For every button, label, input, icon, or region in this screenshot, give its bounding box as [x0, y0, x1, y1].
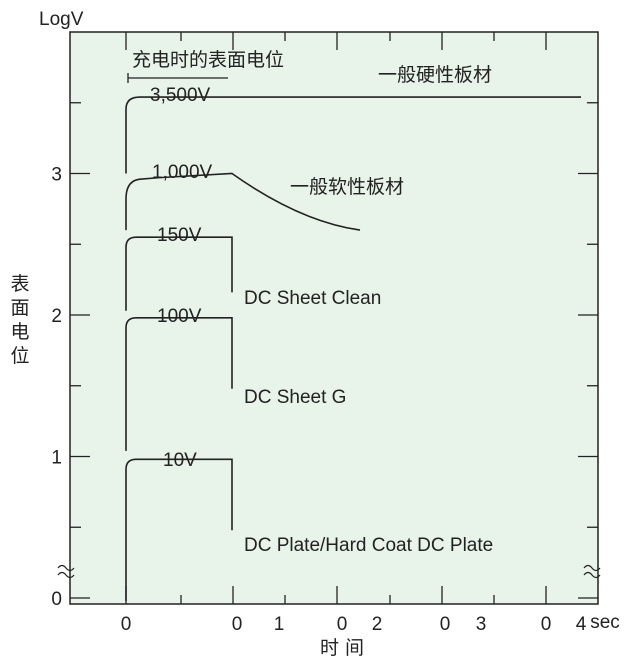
material-label: 一般软性板材	[290, 176, 404, 198]
series-150v-curve	[125, 236, 233, 311]
peak-voltage-label: 150V	[157, 225, 202, 246]
y-tick-label: 3	[51, 165, 62, 186]
material-label: DC Sheet G	[244, 387, 346, 408]
material-label: DC Sheet Clean	[244, 288, 381, 309]
peak-voltage-label: 100V	[157, 306, 202, 327]
series-curves	[125, 73, 581, 601]
x-tick-label: 0	[337, 614, 348, 635]
peak-voltage-label: 10V	[163, 450, 197, 471]
chart-labels: LogV 0 1 2 3 表面电位 0 0 1 0 2 0 3 0 4 sec 时 间 充电时的表面电位 3,500…	[10, 9, 619, 657]
material-label: 一般硬性板材	[378, 64, 492, 86]
y-tick-label: 1	[51, 448, 62, 469]
x-tick-label: 0	[541, 614, 552, 635]
series-10v-curve	[125, 458, 233, 601]
y-tick-label: 2	[51, 306, 62, 327]
y-axis-title-char: 表	[10, 273, 29, 295]
x-axis-title: 时 间	[320, 637, 364, 657]
x-tick-label: 0	[121, 614, 132, 635]
header-label: 充电时的表面电位	[132, 49, 284, 71]
series-3500v-curve	[125, 96, 581, 174]
axis-break-right	[583, 571, 601, 579]
y-tick-label: 0	[51, 589, 62, 610]
x-tick-label: 2	[372, 614, 383, 635]
x-unit-label: sec	[590, 612, 620, 633]
x-tick-label: 0	[232, 614, 243, 635]
y-unit-label: LogV	[39, 9, 84, 30]
series-1000v-curve	[125, 172, 361, 231]
y-axis-title-char: 电	[10, 321, 29, 343]
y-axis-title-char: 面	[10, 297, 29, 319]
peak-voltage-label: 3,500V	[150, 85, 211, 106]
axis-break-marks	[57, 564, 601, 579]
x-tick-label: 4	[576, 614, 587, 635]
axis-ticks	[70, 32, 598, 604]
axis-break-right	[583, 564, 601, 572]
peak-voltage-label: 1,000V	[152, 162, 213, 183]
series-100v-curve	[125, 317, 233, 451]
y-axis-title-char: 位	[10, 345, 29, 367]
axis-break-left	[57, 564, 75, 572]
x-tick-label: 1	[274, 614, 285, 635]
x-tick-label: 3	[476, 614, 487, 635]
material-label: DC Plate/Hard Coat DC Plate	[244, 535, 493, 556]
x-tick-label: 0	[440, 614, 451, 635]
axis-break-left	[57, 571, 75, 579]
